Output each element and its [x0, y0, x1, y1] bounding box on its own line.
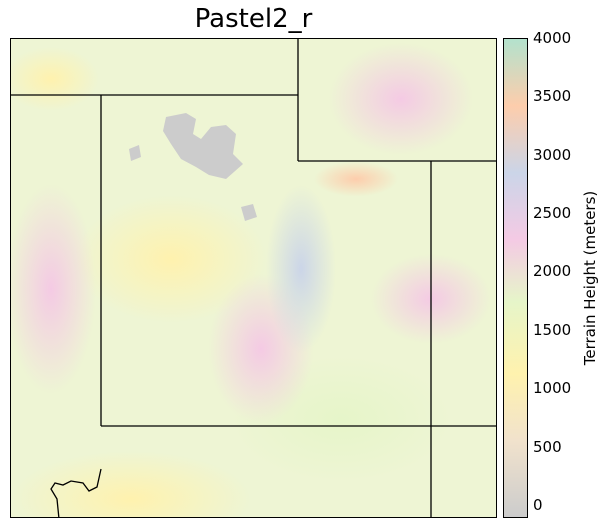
salt-lake [129, 113, 257, 221]
colorbar-tick: 1500 [533, 321, 572, 339]
colorbar-tick: 2500 [533, 204, 572, 222]
terrain-map [10, 38, 497, 518]
colorbar-tick: 0 [533, 496, 543, 514]
lake-blob [129, 145, 141, 161]
colorbar-tick: 3000 [533, 146, 572, 164]
colorbar-label: Terrain Height (meters) [581, 190, 599, 366]
colorbar-tick: 4000 [533, 29, 572, 47]
colorbar-tick: 2000 [533, 262, 572, 280]
lake-blob [241, 204, 257, 221]
colorbar-tick: 3500 [533, 87, 572, 105]
lake-blob [163, 113, 243, 179]
map-title: Pastel2_r [194, 4, 313, 34]
colorbar-tick: 500 [533, 438, 562, 456]
colorbar-tick: 1000 [533, 379, 572, 397]
state-borders [11, 39, 496, 517]
colorbar [503, 38, 528, 518]
